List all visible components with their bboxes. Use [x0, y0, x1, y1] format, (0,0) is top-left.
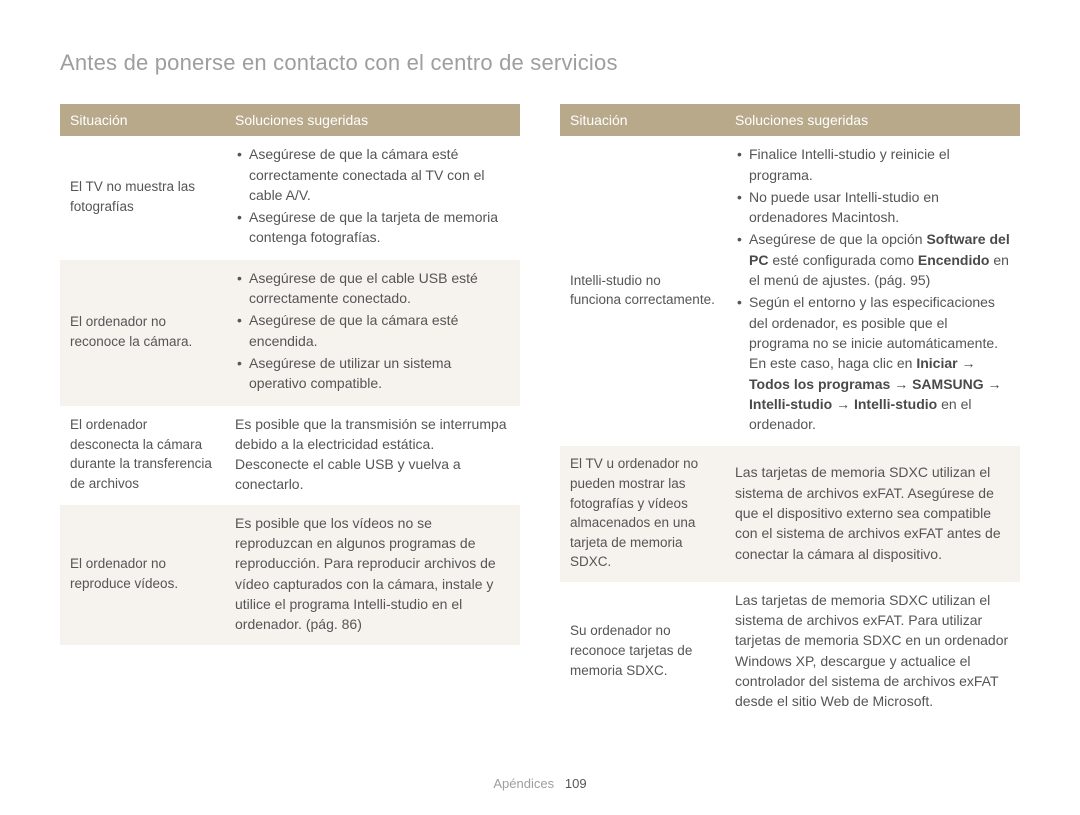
solution-cell: Las tarjetas de memoria SDXC utilizan el…: [725, 582, 1020, 722]
solution-text: Es posible que los vídeos no se reproduz…: [235, 513, 510, 635]
col-header-situation: Situación: [60, 104, 225, 136]
solution-item: Asegúrese de que la cámara esté encendid…: [235, 310, 510, 351]
left-table-body: El TV no muestra las fotografíasAsegúres…: [60, 136, 520, 644]
solution-item: Asegúrese de que la opción Software del …: [735, 229, 1010, 290]
table-row: El TV u ordenador no pueden mostrar las …: [560, 446, 1020, 581]
troubleshoot-table-right: Situación Soluciones sugeridas Intelli-s…: [560, 104, 1020, 722]
col-header-situation: Situación: [560, 104, 725, 136]
footer-page-number: 109: [565, 776, 587, 791]
situation-cell: El ordenador no reproduce vídeos.: [60, 505, 225, 645]
troubleshoot-table-left: Situación Soluciones sugeridas El TV no …: [60, 104, 520, 645]
page-title: Antes de ponerse en contacto con el cent…: [60, 50, 1020, 76]
solution-item: Asegúrese de utilizar un sistema operati…: [235, 353, 510, 394]
left-column: Situación Soluciones sugeridas El TV no …: [60, 104, 520, 722]
two-column-layout: Situación Soluciones sugeridas El TV no …: [60, 104, 1020, 722]
situation-cell: Intelli-studio no funciona correctamente…: [560, 136, 725, 446]
solution-cell: Asegúrese de que la cámara esté correcta…: [225, 136, 520, 259]
solution-item: Asegúrese de que el cable USB esté corre…: [235, 268, 510, 309]
solution-cell: Finalice Intelli-studio y reinicie el pr…: [725, 136, 1020, 446]
page-root: Antes de ponerse en contacto con el cent…: [0, 0, 1080, 815]
situation-cell: El TV no muestra las fotografías: [60, 136, 225, 259]
table-row: Intelli-studio no funciona correctamente…: [560, 136, 1020, 446]
table-row: El ordenador no reconoce la cámara.Asegú…: [60, 260, 520, 406]
situation-cell: El TV u ordenador no pueden mostrar las …: [560, 446, 725, 581]
solution-item: Según el entorno y las especificaciones …: [735, 292, 1010, 434]
situation-cell: El ordenador no reconoce la cámara.: [60, 260, 225, 406]
col-header-solutions: Soluciones sugeridas: [725, 104, 1020, 136]
solution-item: No puede usar Intelli-studio en ordenado…: [735, 187, 1010, 228]
table-row: El ordenador desconecta la cámara durant…: [60, 406, 520, 505]
solution-text: Las tarjetas de memoria SDXC utilizan el…: [735, 590, 1010, 712]
solution-text: Es posible que la transmisión se interru…: [235, 414, 510, 495]
col-header-solutions: Soluciones sugeridas: [225, 104, 520, 136]
situation-cell: Su ordenador no reconoce tarjetas de mem…: [560, 582, 725, 722]
footer-section: Apéndices: [493, 776, 554, 791]
solution-item: Asegúrese de que la cámara esté correcta…: [235, 144, 510, 205]
solution-item: Asegúrese de que la tarjeta de memoria c…: [235, 207, 510, 248]
situation-cell: El ordenador desconecta la cámara durant…: [60, 406, 225, 505]
solution-cell: Asegúrese de que el cable USB esté corre…: [225, 260, 520, 406]
page-footer: Apéndices 109: [0, 776, 1080, 791]
solution-text: Las tarjetas de memoria SDXC utilizan el…: [735, 462, 1010, 563]
table-row: El ordenador no reproduce vídeos.Es posi…: [60, 505, 520, 645]
solution-item: Finalice Intelli-studio y reinicie el pr…: [735, 144, 1010, 185]
solution-cell: Es posible que la transmisión se interru…: [225, 406, 520, 505]
solution-cell: Es posible que los vídeos no se reproduz…: [225, 505, 520, 645]
right-table-body: Intelli-studio no funciona correctamente…: [560, 136, 1020, 721]
solution-cell: Las tarjetas de memoria SDXC utilizan el…: [725, 446, 1020, 581]
table-row: Su ordenador no reconoce tarjetas de mem…: [560, 582, 1020, 722]
table-row: El TV no muestra las fotografíasAsegúres…: [60, 136, 520, 259]
right-column: Situación Soluciones sugeridas Intelli-s…: [560, 104, 1020, 722]
